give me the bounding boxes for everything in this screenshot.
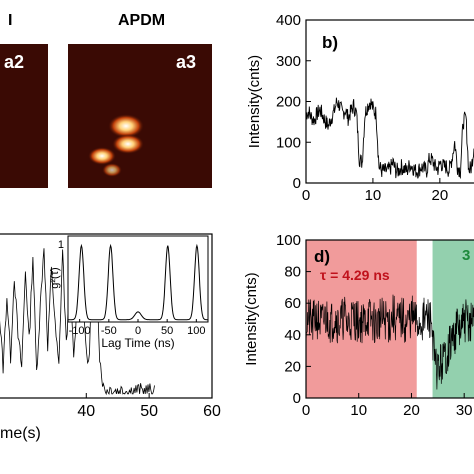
inset-xtick-label: -50 (101, 325, 117, 337)
image-a3-label: a3 (176, 52, 197, 72)
chart-d-ytick-label: 100 (276, 232, 301, 249)
chart-d-ytick-label: 80 (284, 264, 301, 281)
image-a3: a3 (68, 44, 212, 188)
chart-c-xtick-label: 50 (140, 403, 158, 420)
chart-d-xtick-label: 20 (403, 402, 420, 419)
chart-d: 0 20 40 60 80 100 0 10 20 30 Intensity(cnts) d)τ = … (243, 232, 474, 419)
chart-b-series-line (305, 97, 474, 180)
inset-xtick-label: -100 (69, 325, 91, 337)
partial-title: I (8, 12, 13, 29)
image-a2: a2 (0, 44, 48, 188)
inset-g2-line (68, 243, 208, 321)
chart-d-xtick-label: 0 (302, 402, 310, 419)
inset-ytick-label: 1 (58, 239, 64, 251)
inset-xlabel: Lag Time (ns) (101, 336, 174, 350)
chart-b-ytick-label: 300 (276, 53, 301, 70)
chart-d-series-line (305, 294, 474, 390)
chart-b-ytick-label: 100 (276, 134, 301, 151)
chart-d-xtick-label: 30 (456, 402, 473, 419)
chart-c-xtick-label: 40 (77, 403, 95, 420)
chart-b-ytick-label: 400 (276, 12, 301, 29)
inset-frame (67, 235, 209, 323)
chart-c-xtick-label: 60 (203, 403, 221, 420)
chart-c-xlabel: me(s) (0, 425, 41, 442)
chart-c: 40 50 60 me(s) -100 -50 0 50 100 1 Lag Time (ns) g²… (0, 233, 221, 442)
inset-xtick-label: 0 (135, 325, 141, 337)
inset-ylabel: g²(τ) (49, 267, 61, 288)
chart-b-panel-label: b) (322, 33, 338, 52)
chart-d-annotation-tau: τ = 4.29 ns (320, 267, 390, 283)
chart-b-ytick-label: 200 (276, 94, 301, 111)
chart-d-xtick-label: 10 (350, 402, 367, 419)
image-a3-title: APDM (118, 12, 166, 29)
chart-c-series-line (0, 236, 155, 396)
chart-d-ylabel: Intensity(cnts) (243, 272, 260, 365)
chart-d-ytick-label: 20 (284, 358, 301, 375)
chart-d-ytick-label: 60 (284, 295, 301, 312)
chart-d-annotation-green: 3 (462, 247, 470, 264)
chart-d-frame (305, 239, 474, 399)
inset-xtick-label: 50 (161, 325, 173, 337)
chart-b-xtick-label: 20 (432, 187, 449, 204)
chart-b-ylabel: Intensity(cnts) (246, 55, 263, 148)
chart-c-frame (0, 233, 213, 399)
chart-b: 0 100 200 300 400 0 10 20 Intensity(cnts) b) (246, 12, 474, 204)
chart-b-xtick-label: 10 (365, 187, 382, 204)
inset-xtick-label: 100 (187, 325, 205, 337)
chart-d-panel-label: d) (314, 247, 330, 266)
chart-d-ytick-label: 40 (284, 327, 301, 344)
emitter-spots (88, 114, 144, 177)
chart-b-xtick-label: 0 (302, 187, 310, 204)
chart-b-ytick-label: 0 (293, 175, 301, 192)
image-a2-label: a2 (4, 52, 25, 72)
chart-d-ytick-label: 0 (293, 390, 301, 407)
